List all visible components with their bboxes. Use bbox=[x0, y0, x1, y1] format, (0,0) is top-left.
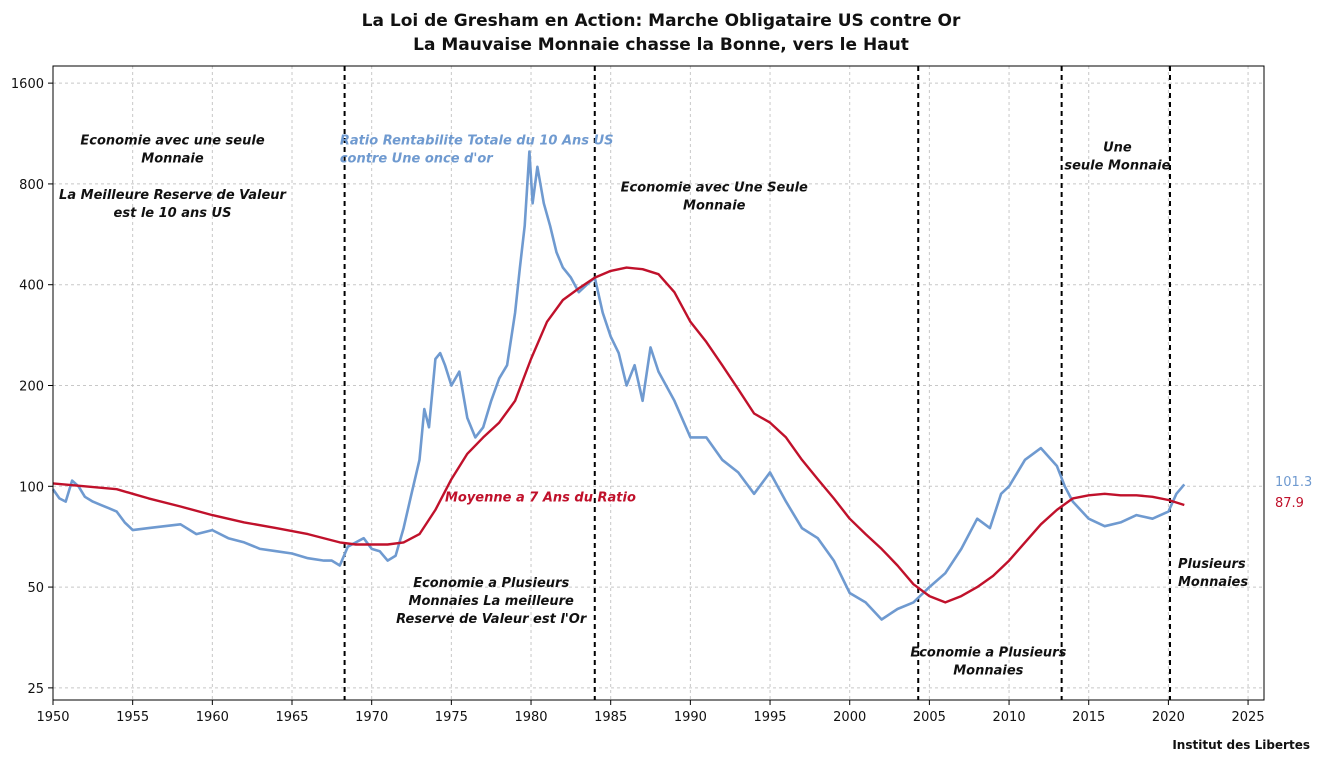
x-tick-label: 2025 bbox=[1232, 710, 1265, 725]
x-tick-label: 1960 bbox=[196, 710, 229, 725]
x-tick-label: 2005 bbox=[913, 710, 946, 725]
series-group bbox=[51, 150, 1186, 621]
annotation-line: Economie a Plusieurs bbox=[910, 646, 1066, 661]
annotation-line: Monnaies bbox=[1178, 575, 1248, 590]
x-tick-label: 2010 bbox=[993, 710, 1026, 725]
annotation-line: Economie a Plusieurs bbox=[413, 576, 569, 591]
annotation-line: seule Monnaie bbox=[1064, 158, 1170, 173]
y-axis-ticks: 25 50 100 200 400 800 1600 bbox=[11, 77, 53, 697]
annotation-line: Monnaies La meilleure bbox=[409, 594, 574, 609]
x-tick-label: 1965 bbox=[275, 710, 308, 725]
x-tick-label: 1955 bbox=[116, 710, 149, 725]
annotation-line: contre Une once d'or bbox=[340, 151, 494, 166]
annotation-line: Economie avec Une Seule bbox=[621, 180, 808, 195]
x-axis-ticks: 1950 1955 1960 1965 1970 1975 1980 1985 1990 1995… bbox=[36, 700, 1265, 725]
annotation: Economie a Plusieurs Monnaies La meilleur… bbox=[396, 576, 588, 627]
annotation: Ratio Rentabilite Totale du 10 Ans US con… bbox=[340, 133, 614, 166]
y-tick-label: 200 bbox=[19, 380, 44, 395]
chart-subtitle: La Mauvaise Monnaie chasse la Bonne, ver… bbox=[413, 35, 909, 55]
y-tick-label: 1600 bbox=[11, 77, 44, 92]
x-tick-label: 1980 bbox=[514, 710, 547, 725]
annotation-line: est le 10 ans US bbox=[114, 206, 232, 221]
credit-label: Institut des Libertes bbox=[1172, 738, 1310, 752]
annotation-line: Reserve de Valeur est l'Or bbox=[396, 612, 588, 627]
x-tick-label: 1970 bbox=[355, 710, 388, 725]
x-tick-label: 1950 bbox=[36, 710, 69, 725]
annotation-line: Moyenne a 7 Ans du Ratio bbox=[445, 491, 636, 506]
ratio-last-value: 101.3 bbox=[1275, 475, 1312, 490]
annotation: La Meilleure Reserve de Valeur est le 10 … bbox=[59, 188, 287, 221]
y-tick-label: 800 bbox=[19, 178, 44, 193]
annotation-line: Monnaie bbox=[141, 151, 204, 166]
annotation: Economie avec Une Seule Monnaie bbox=[621, 180, 808, 213]
y-tick-label: 50 bbox=[27, 581, 44, 596]
moving-average-line bbox=[52, 266, 1185, 604]
annotation: Moyenne a 7 Ans du Ratio bbox=[445, 491, 636, 506]
x-tick-label: 1985 bbox=[594, 710, 627, 725]
x-tick-label: 1995 bbox=[753, 710, 786, 725]
x-tick-label: 1990 bbox=[674, 710, 707, 725]
average-last-value: 87.9 bbox=[1275, 496, 1304, 511]
x-tick-label: 2020 bbox=[1152, 710, 1185, 725]
y-tick-label: 25 bbox=[27, 682, 44, 697]
x-tick-label: 1975 bbox=[435, 710, 468, 725]
annotation-line: Une bbox=[1103, 140, 1132, 155]
chart-title: La Loi de Gresham en Action: Marche Obli… bbox=[362, 11, 961, 31]
end-labels: 101.3 87.9 bbox=[1275, 475, 1312, 511]
y-tick-label: 400 bbox=[19, 279, 44, 294]
y-tick-label: 100 bbox=[19, 480, 44, 495]
plot-frame bbox=[52, 65, 1265, 701]
annotation-line: Plusieurs bbox=[1178, 557, 1246, 572]
annotation-line: Monnaies bbox=[953, 664, 1023, 679]
x-tick-label: 2000 bbox=[833, 710, 866, 725]
ratio-series-line bbox=[51, 150, 1186, 621]
annotation-line: Economie avec une seule bbox=[80, 133, 264, 148]
regime-lines bbox=[343, 66, 1171, 700]
annotation: Economie a Plusieurs Monnaies bbox=[910, 646, 1066, 679]
annotation: Plusieurs Monnaies bbox=[1178, 557, 1248, 590]
annotation: Economie avec une seule Monnaie bbox=[80, 133, 264, 166]
annotations: Economie avec une seule Monnaie La Meilleu… bbox=[59, 133, 1248, 678]
annotation-line: Ratio Rentabilite Totale du 10 Ans US bbox=[340, 133, 614, 148]
annotation: Une seule Monnaie bbox=[1064, 140, 1170, 173]
annotation-line: La Meilleure Reserve de Valeur bbox=[59, 188, 287, 203]
annotation-line: Monnaie bbox=[683, 198, 746, 213]
x-tick-label: 2015 bbox=[1072, 710, 1105, 725]
